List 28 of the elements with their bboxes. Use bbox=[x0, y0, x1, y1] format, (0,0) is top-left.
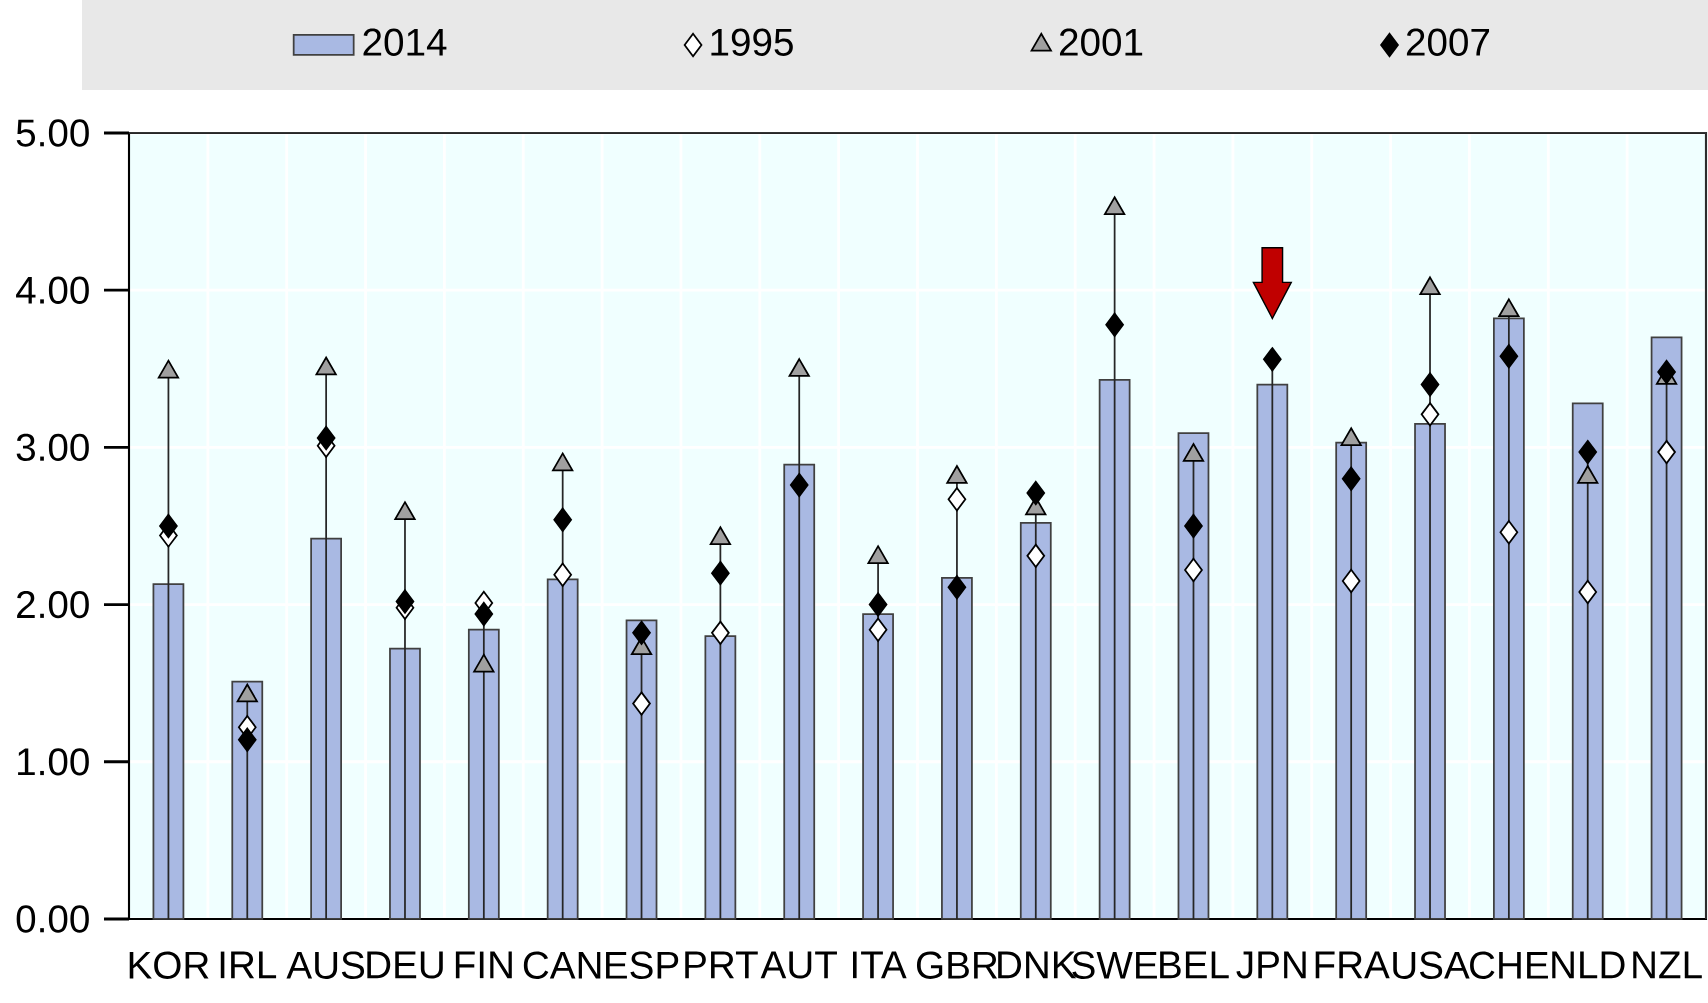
y-tick-label: 2.00 bbox=[17, 590, 89, 619]
legend-label: 2014 bbox=[363, 28, 447, 56]
x-tick-label: GBR bbox=[916, 951, 998, 979]
x-tick-label: DEU bbox=[367, 951, 443, 979]
x-tick-label: USA bbox=[1393, 951, 1470, 979]
x-tick-label: KOR bbox=[129, 951, 209, 979]
y-tick-label: 3.00 bbox=[16, 433, 89, 462]
x-tick-label: NZL bbox=[1633, 951, 1702, 979]
x-tick-label: JPN bbox=[1236, 951, 1306, 979]
x-tick-label: NLD bbox=[1552, 951, 1625, 979]
y-tick-label: 4.00 bbox=[16, 276, 89, 304]
x-tick-label: CAN bbox=[523, 951, 601, 979]
legend-label: 2007 bbox=[1406, 28, 1490, 56]
x-tick-label: IRL bbox=[220, 951, 277, 979]
x-tick-label: ESP bbox=[606, 951, 679, 979]
x-tick-label: AUT bbox=[760, 951, 837, 979]
legend-label: 1995 bbox=[711, 28, 793, 56]
legend-label: 2001 bbox=[1059, 28, 1143, 56]
x-tick-label: AUS bbox=[286, 951, 365, 979]
x-tick-label: FRA bbox=[1315, 951, 1390, 979]
y-tick-label: 1.00 bbox=[18, 748, 89, 776]
x-tick-label: ITA bbox=[853, 951, 907, 979]
x-tick-label: CHE bbox=[1470, 951, 1548, 979]
y-tick-label: 5.00 bbox=[16, 119, 89, 147]
x-tick-label: FIN bbox=[455, 951, 512, 979]
x-tick-label: PRT bbox=[685, 951, 758, 979]
x-tick-label: BEL bbox=[1160, 951, 1229, 979]
y-tick-label: 0.00 bbox=[16, 905, 89, 933]
